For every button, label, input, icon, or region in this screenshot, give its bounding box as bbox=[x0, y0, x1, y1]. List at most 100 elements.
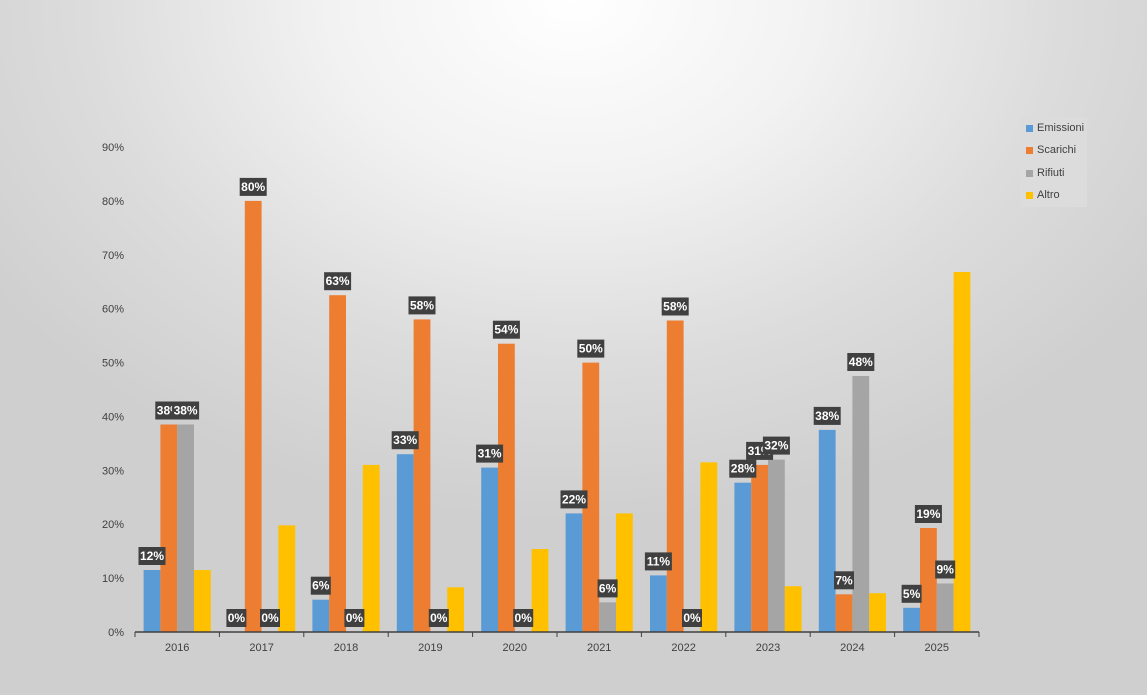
data-label-bg-emissioni-2018 bbox=[310, 576, 331, 595]
legend-item-emissioni: Emissioni bbox=[1026, 121, 1084, 135]
x-tick-label: 2019 bbox=[418, 642, 442, 654]
data-label-scarichi-2021: 50% bbox=[579, 342, 603, 356]
data-label-rifiuti-2017: 0% bbox=[261, 611, 279, 625]
bar-scarichi-2023 bbox=[751, 464, 768, 632]
bar-altro-2024 bbox=[869, 593, 886, 632]
legend-item-rifiuti: Rifiuti bbox=[1026, 166, 1065, 180]
bar-scarichi-2022 bbox=[666, 320, 684, 632]
data-label-scarichi-2025: 19% bbox=[916, 507, 940, 521]
data-label-bg-rifiuti-2025 bbox=[935, 560, 956, 579]
x-tick-label: 2017 bbox=[249, 642, 273, 654]
bar-emissioni-2016 bbox=[143, 570, 161, 632]
data-label-emissioni-2022: 11% bbox=[647, 554, 671, 568]
bar-emissioni-2023 bbox=[734, 482, 752, 632]
bar-altro-2019 bbox=[447, 587, 464, 632]
data-label-bg-emissioni-2024 bbox=[813, 406, 841, 425]
data-label-rifiuti-2022: 0% bbox=[683, 611, 701, 625]
x-tick-label: 2023 bbox=[756, 642, 780, 654]
data-label-emissioni-2020: 31% bbox=[478, 447, 502, 461]
y-tick-label: 20% bbox=[102, 519, 124, 531]
data-label-rifiuti-2018: 0% bbox=[346, 611, 364, 625]
bar-emissioni-2018 bbox=[312, 599, 330, 632]
bar-altro-2023 bbox=[784, 586, 802, 632]
data-label-bg-emissioni-2021 bbox=[560, 490, 588, 509]
bar-altro-2017 bbox=[278, 525, 296, 632]
bar-emissioni-2020 bbox=[481, 467, 498, 632]
data-label-bg-emissioni-2016 bbox=[138, 547, 166, 565]
data-label-rifiuti-2020: 0% bbox=[515, 611, 533, 625]
x-tick-label: 2025 bbox=[925, 642, 949, 654]
data-label-rifiuti-2025: 9% bbox=[937, 563, 955, 577]
bar-altro-2018 bbox=[362, 464, 380, 632]
y-tick-label: 80% bbox=[102, 196, 124, 208]
data-label-scarichi-2018: 63% bbox=[326, 274, 350, 288]
data-label-bg-rifiuti-2016 bbox=[172, 401, 200, 420]
data-label-bg-emissioni-2020 bbox=[476, 444, 504, 463]
bar-scarichi-2021 bbox=[582, 362, 600, 632]
y-tick-label: 10% bbox=[102, 573, 124, 585]
x-tick-label: 2022 bbox=[671, 642, 695, 654]
data-label-scarichi-2020: 54% bbox=[494, 323, 518, 337]
bar-rifiuti-2024 bbox=[852, 376, 870, 632]
y-tick-label: 40% bbox=[102, 411, 124, 423]
data-label-bg-rifiuti-2023 bbox=[762, 436, 790, 455]
data-label-bg-rifiuti-2017 bbox=[260, 609, 280, 627]
bar-rifiuti-2021 bbox=[599, 602, 616, 632]
data-label-emissioni-2024: 38% bbox=[815, 409, 839, 423]
data-label-rifiuti-2023: 32% bbox=[764, 439, 788, 453]
legend-label-emissioni: Emissioni bbox=[1037, 122, 1085, 134]
data-label-scarichi-2017: 80% bbox=[241, 180, 265, 194]
data-label-bg-scarichi-2022 bbox=[661, 297, 689, 316]
bar-altro-2025 bbox=[953, 272, 971, 632]
data-label-bg-emissioni-2019 bbox=[391, 431, 419, 450]
legend-item-scarichi: Scarichi bbox=[1026, 143, 1076, 157]
data-label-bg-emissioni-2025 bbox=[901, 584, 922, 603]
y-tick-label: 90% bbox=[102, 142, 124, 154]
bar-scarichi-2020 bbox=[498, 343, 515, 632]
data-label-emissioni-2016: 12% bbox=[140, 549, 164, 563]
data-label-bg-scarichi-2021 bbox=[577, 339, 605, 358]
data-label-emissioni-2018: 6% bbox=[312, 579, 330, 593]
legend-item-altro: Altro bbox=[1026, 188, 1060, 202]
data-label-bg-rifiuti-2024 bbox=[847, 353, 875, 371]
bar-rifiuti-2016 bbox=[177, 424, 194, 632]
bar-altro-2021 bbox=[616, 513, 633, 632]
data-label-bg-rifiuti-2022 bbox=[682, 609, 702, 627]
bar-scarichi-2018 bbox=[329, 295, 346, 632]
data-label-emissioni-2025: 5% bbox=[903, 587, 921, 601]
x-tick-label: 2021 bbox=[587, 642, 611, 654]
data-label-emissioni-2021: 22% bbox=[562, 492, 586, 506]
data-label-bg-scarichi-2018 bbox=[324, 272, 352, 291]
legend-swatch-scarichi bbox=[1026, 146, 1033, 154]
data-label-bg-rifiuti-2019 bbox=[428, 609, 449, 627]
data-label-bg-rifiuti-2021 bbox=[597, 579, 618, 598]
x-tick-label: 2024 bbox=[840, 642, 864, 654]
y-tick-label: 50% bbox=[102, 358, 124, 370]
data-label-emissioni-2019: 33% bbox=[393, 433, 417, 447]
bar-emissioni-2024 bbox=[818, 429, 836, 632]
data-label-bg-emissioni-2023 bbox=[729, 459, 757, 478]
legend-swatch-altro bbox=[1026, 191, 1033, 199]
data-label-bg-rifiuti-2020 bbox=[513, 609, 534, 627]
data-label-bg-rifiuti-2018 bbox=[344, 609, 365, 627]
legend-swatch-rifiuti bbox=[1026, 169, 1033, 177]
data-label-scarichi-2019: 58% bbox=[410, 298, 434, 312]
data-label-bg-scarichi-2024 bbox=[834, 571, 854, 590]
data-label-scarichi-2022: 58% bbox=[663, 300, 687, 314]
bar-rifiuti-2023 bbox=[768, 459, 785, 632]
x-tick-label: 2016 bbox=[165, 642, 189, 654]
y-tick-label: 30% bbox=[102, 465, 124, 477]
data-label-bg-scarichi-2017 bbox=[239, 177, 267, 196]
bar-scarichi-2024 bbox=[835, 594, 853, 632]
data-label-rifiuti-2024: 48% bbox=[849, 355, 873, 369]
data-label-bg-scarichi-2019 bbox=[408, 296, 436, 315]
data-label-bg-emissioni-2017 bbox=[226, 609, 247, 627]
bar-scarichi-2025 bbox=[920, 528, 937, 632]
bar-altro-2020 bbox=[531, 549, 549, 632]
y-tick-label: 60% bbox=[102, 304, 124, 316]
data-label-bg-scarichi-2025 bbox=[914, 505, 942, 523]
legend-label-scarichi: Scarichi bbox=[1037, 144, 1077, 156]
bar-emissioni-2025 bbox=[903, 607, 920, 633]
